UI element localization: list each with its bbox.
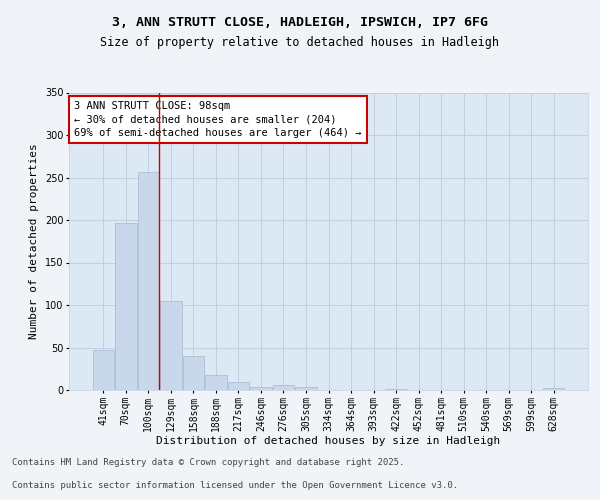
Bar [205, 374, 227, 390]
Text: Size of property relative to detached houses in Hadleigh: Size of property relative to detached ho… [101, 36, 499, 49]
Bar [273, 385, 294, 390]
Y-axis label: Number of detached properties: Number of detached properties [29, 144, 39, 339]
Text: 3 ANN STRUTT CLOSE: 98sqm
← 30% of detached houses are smaller (204)
69% of semi: 3 ANN STRUTT CLOSE: 98sqm ← 30% of detac… [74, 102, 362, 138]
Bar [160, 300, 182, 390]
Bar [250, 388, 272, 390]
Bar [115, 222, 137, 390]
Bar [543, 388, 565, 390]
Text: Contains public sector information licensed under the Open Government Licence v3: Contains public sector information licen… [12, 480, 458, 490]
Bar [385, 389, 407, 390]
Bar [295, 386, 317, 390]
Bar [92, 350, 114, 390]
Text: 3, ANN STRUTT CLOSE, HADLEIGH, IPSWICH, IP7 6FG: 3, ANN STRUTT CLOSE, HADLEIGH, IPSWICH, … [112, 16, 488, 29]
X-axis label: Distribution of detached houses by size in Hadleigh: Distribution of detached houses by size … [157, 436, 500, 446]
Text: Contains HM Land Registry data © Crown copyright and database right 2025.: Contains HM Land Registry data © Crown c… [12, 458, 404, 467]
Bar [182, 356, 204, 390]
Bar [228, 382, 249, 390]
Bar [137, 172, 159, 390]
